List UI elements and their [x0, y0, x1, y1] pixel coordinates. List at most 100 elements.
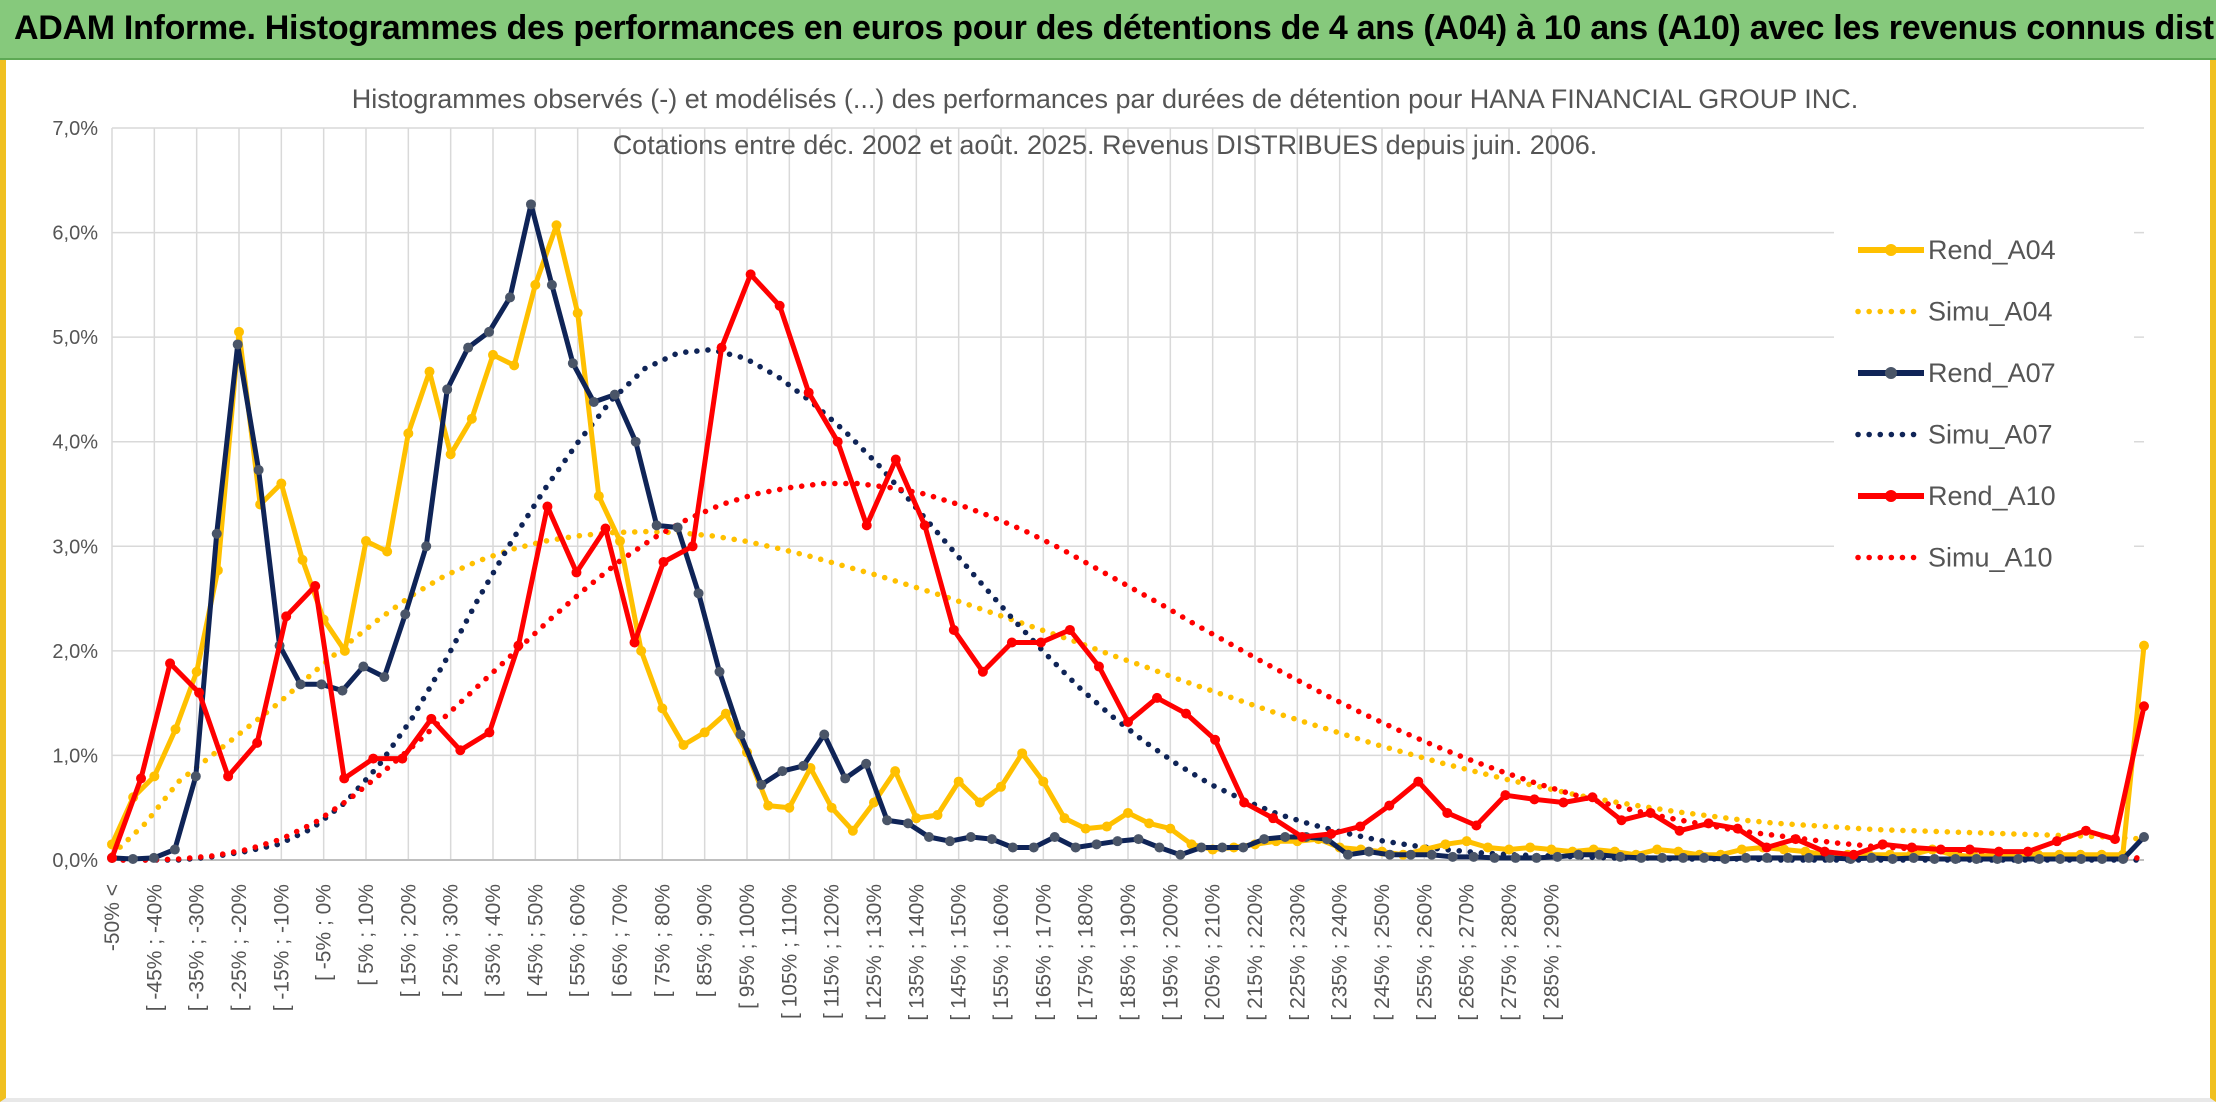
- data-point-Rend_A04: [1504, 844, 1514, 855]
- x-tick-label: [ 235% ; 240%: [1329, 884, 1352, 1021]
- data-point-Rend_A04: [1144, 818, 1155, 829]
- data-point-Rend_A04: [1101, 821, 1112, 832]
- data-point-Rend_A10: [919, 520, 930, 531]
- chart-area: Histogrammes observés (-) et modélisés (…: [52, 84, 2149, 1021]
- data-point-Rend_A10: [1848, 849, 1859, 860]
- data-point-Rend_A10: [2109, 834, 2120, 845]
- data-point-Rend_A10: [310, 581, 321, 592]
- data-point-Rend_A10: [629, 637, 640, 648]
- data-point-Rend_A04: [149, 771, 160, 782]
- data-point-Rend_A07: [211, 528, 222, 539]
- x-tick-label: [ 15% ; 20%: [397, 884, 420, 997]
- data-point-Rend_A10: [1877, 839, 1888, 850]
- data-point-Rend_A10: [1093, 661, 1104, 672]
- data-point-Rend_A04: [720, 708, 731, 719]
- data-point-Rend_A07: [190, 771, 201, 782]
- data-point-Rend_A04: [1482, 842, 1493, 853]
- data-point-Rend_A10: [542, 501, 553, 512]
- data-point-Rend_A07: [672, 522, 683, 533]
- y-tick-label: 7,0%: [52, 118, 98, 140]
- data-point-Rend_A10: [1674, 825, 1685, 836]
- data-point-Rend_A07: [1657, 852, 1668, 863]
- y-tick-label: 3,0%: [52, 536, 98, 558]
- x-tick-label: [ 105% ; 110%: [778, 884, 801, 1019]
- data-point-Rend_A04: [911, 813, 922, 824]
- data-point-Rend_A10: [1471, 820, 1482, 831]
- legend-marker: [1885, 490, 1897, 502]
- data-point-Rend_A10: [1906, 842, 1917, 853]
- data-point-Rend_A04: [996, 781, 1006, 792]
- data-point-Rend_A07: [169, 844, 180, 855]
- data-point-Rend_A04: [1059, 813, 1070, 824]
- data-point-Rend_A04: [1123, 807, 1133, 818]
- data-point-Rend_A07: [1028, 842, 1039, 853]
- x-tick-label: [ -5% ; 0%: [313, 884, 336, 981]
- data-point-Rend_A10: [1645, 807, 1656, 818]
- data-point-Rend_A04: [509, 360, 520, 371]
- data-point-Rend_A10: [1500, 790, 1511, 801]
- data-point-Rend_A10: [1268, 813, 1279, 824]
- data-point-Rend_A07: [1803, 852, 1814, 863]
- data-point-Rend_A07: [421, 541, 432, 552]
- data-point-Rend_A10: [1355, 821, 1366, 832]
- series-lines: [107, 199, 2149, 864]
- y-tick-label: 4,0%: [52, 432, 98, 454]
- data-point-Rend_A10: [948, 624, 959, 635]
- data-point-Rend_A04: [657, 703, 668, 714]
- data-point-Rend_A07: [1971, 853, 1982, 864]
- x-tick-label: [ 245% ; 250%: [1371, 884, 1394, 1021]
- data-point-Rend_A07: [442, 384, 453, 395]
- data-point-Rend_A04: [953, 776, 964, 787]
- data-point-Rend_A10: [1413, 776, 1424, 787]
- data-point-Rend_A10: [223, 771, 234, 782]
- data-point-Rend_A07: [1594, 849, 1605, 860]
- chart-title-line-2: Cotations entre déc. 2002 et août. 2025.…: [613, 130, 1598, 160]
- data-point-Rend_A04: [678, 739, 689, 750]
- data-point-Rend_A10: [1703, 818, 1714, 829]
- data-point-Rend_A07: [861, 758, 872, 769]
- data-point-Rend_A07: [1196, 842, 1207, 853]
- data-point-Rend_A10: [977, 666, 988, 677]
- data-point-Rend_A10: [890, 454, 901, 465]
- data-point-Rend_A04: [763, 800, 774, 811]
- data-point-Rend_A07: [127, 853, 138, 864]
- data-point-Rend_A10: [194, 687, 205, 698]
- y-tick-label: 5,0%: [52, 327, 98, 349]
- data-point-Rend_A04: [234, 326, 244, 337]
- data-point-Rend_A10: [716, 342, 727, 353]
- data-point-Rend_A04: [1546, 844, 1557, 855]
- data-point-Rend_A10: [1006, 637, 1017, 648]
- data-point-Rend_A04: [1736, 844, 1747, 855]
- report-banner: ADAM Informe. Histogrammes des performan…: [0, 0, 2216, 60]
- data-point-Rend_A07: [505, 292, 516, 303]
- data-point-Rend_A07: [232, 339, 243, 350]
- x-tick-label: [ -15% ; -10%: [270, 884, 293, 1011]
- data-point-Rend_A10: [513, 640, 524, 651]
- data-point-Rend_A10: [571, 567, 582, 578]
- data-point-Rend_A04: [847, 825, 858, 836]
- data-point-Rend_A10: [658, 556, 669, 567]
- data-point-Rend_A07: [1950, 853, 1961, 864]
- data-point-Rend_A04: [890, 766, 901, 777]
- data-point-Rend_A10: [1297, 831, 1308, 842]
- data-point-Rend_A07: [714, 666, 725, 677]
- data-point-Rend_A04: [615, 536, 625, 547]
- data-point-Rend_A07: [1489, 852, 1500, 863]
- data-point-Rend_A07: [1740, 852, 1751, 863]
- x-tick-label: [ 145% ; 150%: [948, 884, 971, 1021]
- data-point-Rend_A04: [2139, 640, 2149, 651]
- data-point-Rend_A10: [2051, 836, 2062, 847]
- y-tick-label: 0,0%: [52, 850, 98, 872]
- data-point-Rend_A07: [923, 831, 934, 842]
- data-point-Rend_A10: [1326, 828, 1337, 839]
- data-point-Rend_A04: [488, 349, 498, 360]
- data-point-Rend_A04: [1080, 823, 1091, 834]
- data-point-Rend_A07: [546, 279, 557, 290]
- data-point-Rend_A07: [1929, 853, 1940, 864]
- data-point-Rend_A10: [1123, 716, 1133, 727]
- data-point-Rend_A10: [1819, 846, 1830, 857]
- data-point-Rend_A07: [1782, 852, 1793, 863]
- y-tick-label: 6,0%: [52, 223, 98, 245]
- data-point-Rend_A04: [530, 279, 541, 290]
- data-point-Rend_A04: [339, 645, 350, 656]
